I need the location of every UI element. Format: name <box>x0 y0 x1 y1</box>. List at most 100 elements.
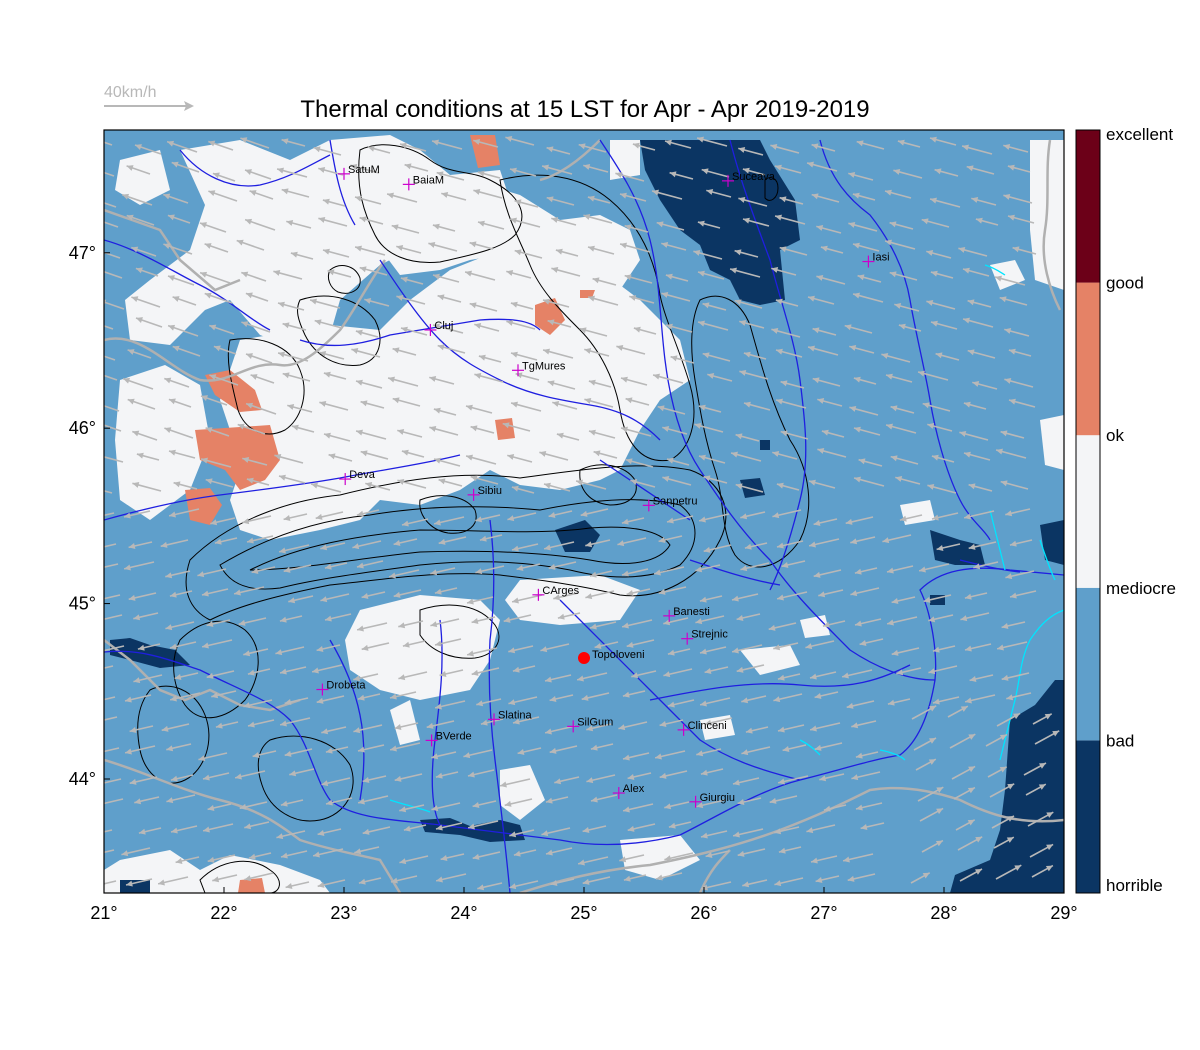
wind-arrow <box>206 670 235 679</box>
wind-arrow <box>541 827 571 837</box>
wind-arrow <box>249 190 274 200</box>
wind-arrow <box>932 645 956 653</box>
wind-arrow <box>776 482 800 491</box>
wind-arrow <box>540 643 570 653</box>
wind-arrow <box>514 199 539 208</box>
wind-arrow <box>353 673 379 682</box>
wind-arrow <box>134 144 162 155</box>
wind-arrow <box>246 535 274 544</box>
wind-arrow <box>968 483 993 492</box>
wind-arrow <box>927 423 953 432</box>
wind-arrow <box>168 508 200 518</box>
wind-arrow <box>321 777 351 787</box>
wind-arrow <box>241 321 271 333</box>
wind-arrow <box>428 241 458 252</box>
wind-arrow <box>776 591 808 601</box>
wind-arrow <box>104 325 114 330</box>
wind-arrow <box>662 426 688 435</box>
wind-arrow <box>737 848 766 857</box>
wind-arrow <box>309 298 341 309</box>
wind-arrow <box>474 323 500 332</box>
wind-arrow <box>243 699 273 709</box>
wind-arrow <box>512 716 540 725</box>
city-bverde: BVerde <box>425 730 472 747</box>
wind-arrow <box>124 694 152 703</box>
wind-arrow <box>129 725 154 733</box>
wind-arrow <box>465 454 497 465</box>
wind-arrow <box>577 856 609 866</box>
wind-arrow <box>809 722 841 732</box>
wind-arrow <box>742 217 770 227</box>
wind-arrow <box>286 220 312 229</box>
wind-arrow <box>244 821 270 830</box>
city-label: Drobeta <box>326 680 366 692</box>
wind-arrow <box>622 803 654 813</box>
wind-arrow <box>814 742 843 751</box>
wind-arrow <box>961 144 993 155</box>
target-location-topoloveni: Topoloveni <box>578 649 645 664</box>
wind-arrow <box>393 538 418 546</box>
wind-arrow <box>199 271 231 284</box>
wind-arrow <box>509 167 537 177</box>
wind-arrow <box>509 829 535 838</box>
wind-arrow <box>949 733 976 749</box>
wind-arrow <box>553 592 579 601</box>
wind-arrow <box>931 512 959 521</box>
wind-arrow <box>886 565 914 574</box>
wind-arrow <box>774 214 806 225</box>
wind-arrow <box>198 752 228 762</box>
wind-arrow <box>849 405 879 416</box>
wind-arrow <box>586 774 616 784</box>
wind-arrow <box>168 398 192 408</box>
wind-arrow <box>696 748 722 757</box>
wind-arrow <box>284 697 309 705</box>
wind-arrow <box>173 481 198 490</box>
wind-arrow <box>464 270 496 281</box>
city-label: Giurgiu <box>700 792 735 804</box>
target-marker <box>578 651 590 664</box>
wind-arrow <box>583 213 613 224</box>
wind-arrow <box>845 516 874 525</box>
wind-arrow <box>582 876 611 885</box>
wind-arrow <box>212 172 236 182</box>
wind-arrow <box>667 648 691 656</box>
wind-arrow <box>743 401 771 411</box>
city-label: Banesti <box>673 606 710 618</box>
wind-arrow <box>622 752 650 761</box>
wind-arrow <box>816 274 846 285</box>
wind-arrow <box>769 795 798 804</box>
wind-arrow <box>316 695 345 704</box>
wind-arrow <box>434 638 462 647</box>
wind-arrow <box>365 482 391 491</box>
wind-arrow <box>233 586 265 596</box>
wind-arrow <box>507 512 537 522</box>
wind-arrow <box>814 691 839 699</box>
wind-arrow <box>619 192 647 202</box>
wind-arrow <box>695 564 721 573</box>
wind-arrow <box>922 402 951 412</box>
wind-arrow <box>390 875 418 884</box>
x-tick-label: 26° <box>690 903 717 923</box>
wind-arrow <box>930 270 954 279</box>
wind-arrow <box>968 541 997 550</box>
wind-arrow <box>202 772 230 781</box>
wind-arrow <box>166 794 196 804</box>
wind-arrow <box>703 544 732 553</box>
wind-arrow <box>515 372 540 381</box>
wind-arrow <box>773 642 799 651</box>
city-slatina: Slatina <box>488 709 533 726</box>
wind-reference-label: 40km/h <box>104 84 156 101</box>
wind-arrow <box>172 345 201 357</box>
wind-arrow <box>899 514 923 522</box>
wind-arrow <box>132 481 162 492</box>
wind-arrow <box>1031 864 1054 878</box>
wind-arrow <box>668 821 692 829</box>
wind-arrow <box>926 250 952 259</box>
wind-arrow <box>313 146 342 156</box>
wind-arrow <box>581 692 610 701</box>
wind-arrow <box>731 593 759 602</box>
wind-arrow <box>466 596 494 605</box>
wind-arrow <box>285 881 310 889</box>
wind-arrow <box>503 614 532 623</box>
wind-arrow <box>211 690 237 699</box>
